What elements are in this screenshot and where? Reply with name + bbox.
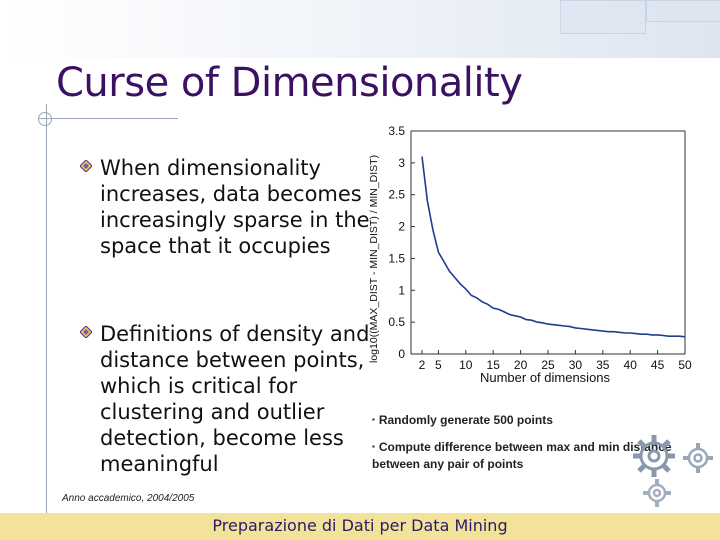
footer-bar xyxy=(0,513,720,540)
note-line: ▪ Randomly generate 500 points xyxy=(372,413,692,427)
y-tick-label: 0 xyxy=(398,347,405,361)
y-tick-label: 0.5 xyxy=(388,315,405,329)
bullet-text: Definitions of density and distance betw… xyxy=(100,322,370,476)
decor-vertical-line xyxy=(46,104,47,540)
dimensionality-chart: 00.511.522.533.5 2 5 10 15 20 25 30 35 40 45 50 lo… xyxy=(368,124,692,385)
y-tick-label: 1 xyxy=(398,283,405,297)
slide-title: Curse of Dimensionality xyxy=(56,60,523,106)
bullet-item: Definitions of density and distance betw… xyxy=(80,321,380,477)
x-tick-label: 20 xyxy=(514,358,528,372)
bullet-item: When dimensionality increases, data beco… xyxy=(80,155,370,259)
note-text: Randomly generate 500 points xyxy=(378,413,553,427)
note-bullet: ▪ xyxy=(372,415,375,424)
gear-icon xyxy=(633,435,675,477)
note-bullet: ▪ xyxy=(372,442,375,451)
y-tick-label: 3 xyxy=(398,156,405,170)
x-tick-label: 25 xyxy=(541,358,555,372)
y-axis-label: log10((MAX_DIST - MIN_DIST) / MIN_DIST) xyxy=(368,155,380,363)
x-tick-label: 15 xyxy=(487,358,501,372)
x-tick-label: 5 xyxy=(435,358,442,372)
x-tick-label: 35 xyxy=(596,358,610,372)
decor-horizontal-line xyxy=(38,118,178,119)
y-tick-label: 2 xyxy=(398,220,405,234)
decor-square xyxy=(560,0,646,34)
bullet-text: When dimensionality increases, data beco… xyxy=(100,156,370,258)
y-axis: 0 0.5 1 1.5 2 2.5 3 3.5 xyxy=(388,124,415,361)
x-tick-label: 2 xyxy=(419,358,426,372)
y-tick-label: 1.5 xyxy=(388,251,405,265)
footer-academic-year: Anno accademico, 2004/2005 xyxy=(62,493,195,504)
x-tick-label: 30 xyxy=(569,358,583,372)
diamond-bullet-icon xyxy=(80,326,92,338)
plot-area xyxy=(410,130,686,355)
decor-square xyxy=(646,0,720,22)
y-tick-label: 2.5 xyxy=(388,188,405,202)
x-tick-label: 10 xyxy=(459,358,473,372)
x-tick-label: 40 xyxy=(624,358,638,372)
x-axis-label: Number of dimensions xyxy=(480,370,611,385)
x-tick-label: 45 xyxy=(651,358,665,372)
footer-course-title: Preparazione di Dati per Data Mining xyxy=(212,516,508,535)
note-text: Compute difference between max and min d… xyxy=(372,440,672,471)
decor-circle xyxy=(38,112,52,126)
gear-icon xyxy=(643,479,671,507)
note-line: ▪ Compute difference between max and min … xyxy=(372,438,672,473)
y-tick-label: 3.5 xyxy=(388,124,405,138)
diamond-bullet-icon xyxy=(80,160,92,172)
x-axis: 2 5 10 15 20 25 30 35 40 45 50 xyxy=(419,350,692,372)
gear-icon xyxy=(683,443,713,473)
x-tick-label: 50 xyxy=(678,358,692,372)
series-line xyxy=(421,156,686,338)
